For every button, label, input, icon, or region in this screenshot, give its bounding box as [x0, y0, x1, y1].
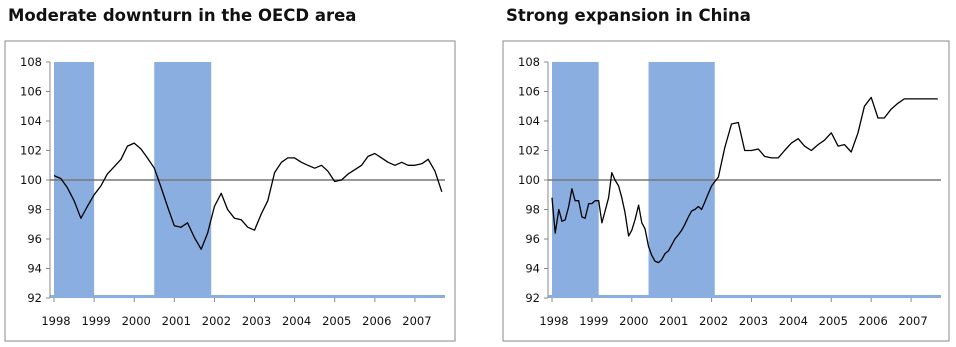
y-tick-label-92: 92 — [525, 291, 540, 305]
y-tick-label-98: 98 — [525, 203, 540, 217]
series-line-0 — [551, 96, 938, 264]
baseline-band — [548, 295, 941, 298]
y-tick-label-98: 98 — [27, 203, 42, 217]
x-tick-label-1998: 1998 — [41, 314, 70, 328]
x-tick-label-1999: 1999 — [579, 314, 608, 328]
x-tick-label-2006: 2006 — [362, 314, 391, 328]
y-tick-label-104: 104 — [518, 114, 540, 128]
y-tick-label-102: 102 — [20, 144, 42, 158]
x-tick-label-2006: 2006 — [859, 314, 888, 328]
x-tick-label-2007: 2007 — [402, 314, 431, 328]
x-tick-label-2003: 2003 — [242, 314, 271, 328]
chart-panel-oecd: Moderate downturn in the OECD area 92 94 9… — [0, 0, 460, 347]
y-tick-label-94: 94 — [525, 262, 540, 276]
y-tick-label-94: 94 — [27, 262, 42, 276]
x-tick-label-1999: 1999 — [81, 314, 110, 328]
x-tick-label-2005: 2005 — [819, 314, 848, 328]
y-tick-label-102: 102 — [518, 144, 540, 158]
x-tick-label-2001: 2001 — [659, 314, 688, 328]
x-tick-label-2005: 2005 — [322, 314, 351, 328]
x-tick-label-2004: 2004 — [779, 314, 808, 328]
line-chart-china: 92 94 96 98 100 102 104 106 108 1998 1999 2000 2001 2… — [502, 40, 950, 342]
y-tick-label-96: 96 — [525, 232, 540, 246]
x-tick-label-2002: 2002 — [202, 314, 231, 328]
series-line-0 — [53, 142, 443, 250]
y-tick-label-108: 108 — [518, 55, 540, 69]
y-tick-label-92: 92 — [27, 291, 42, 305]
y-tick-label-106: 106 — [518, 85, 540, 99]
x-tick-label-2002: 2002 — [699, 314, 728, 328]
baseline-band — [50, 295, 445, 298]
y-tick-label-106: 106 — [20, 85, 42, 99]
chart-title: Strong expansion in China — [506, 6, 751, 25]
x-tick-label-2000: 2000 — [122, 314, 151, 328]
x-tick-label-2003: 2003 — [739, 314, 768, 328]
y-tick-label-100: 100 — [20, 173, 42, 187]
line-chart-oecd: 92 94 96 98 100 102 104 106 108 1998 1999 2000 2001 2… — [4, 40, 456, 342]
x-tick-label-2001: 2001 — [162, 314, 191, 328]
chart-panel-china: Strong expansion in China 92 94 96 98 100 102… — [498, 0, 956, 347]
y-tick-label-104: 104 — [20, 114, 42, 128]
y-tick-label-96: 96 — [27, 232, 42, 246]
x-tick-label-2000: 2000 — [619, 314, 648, 328]
x-tick-label-2007: 2007 — [898, 314, 927, 328]
y-tick-label-100: 100 — [518, 173, 540, 187]
x-tick-label-2004: 2004 — [282, 314, 311, 328]
x-tick-label-1998: 1998 — [539, 314, 568, 328]
y-tick-label-108: 108 — [20, 55, 42, 69]
chart-title: Moderate downturn in the OECD area — [8, 6, 357, 25]
